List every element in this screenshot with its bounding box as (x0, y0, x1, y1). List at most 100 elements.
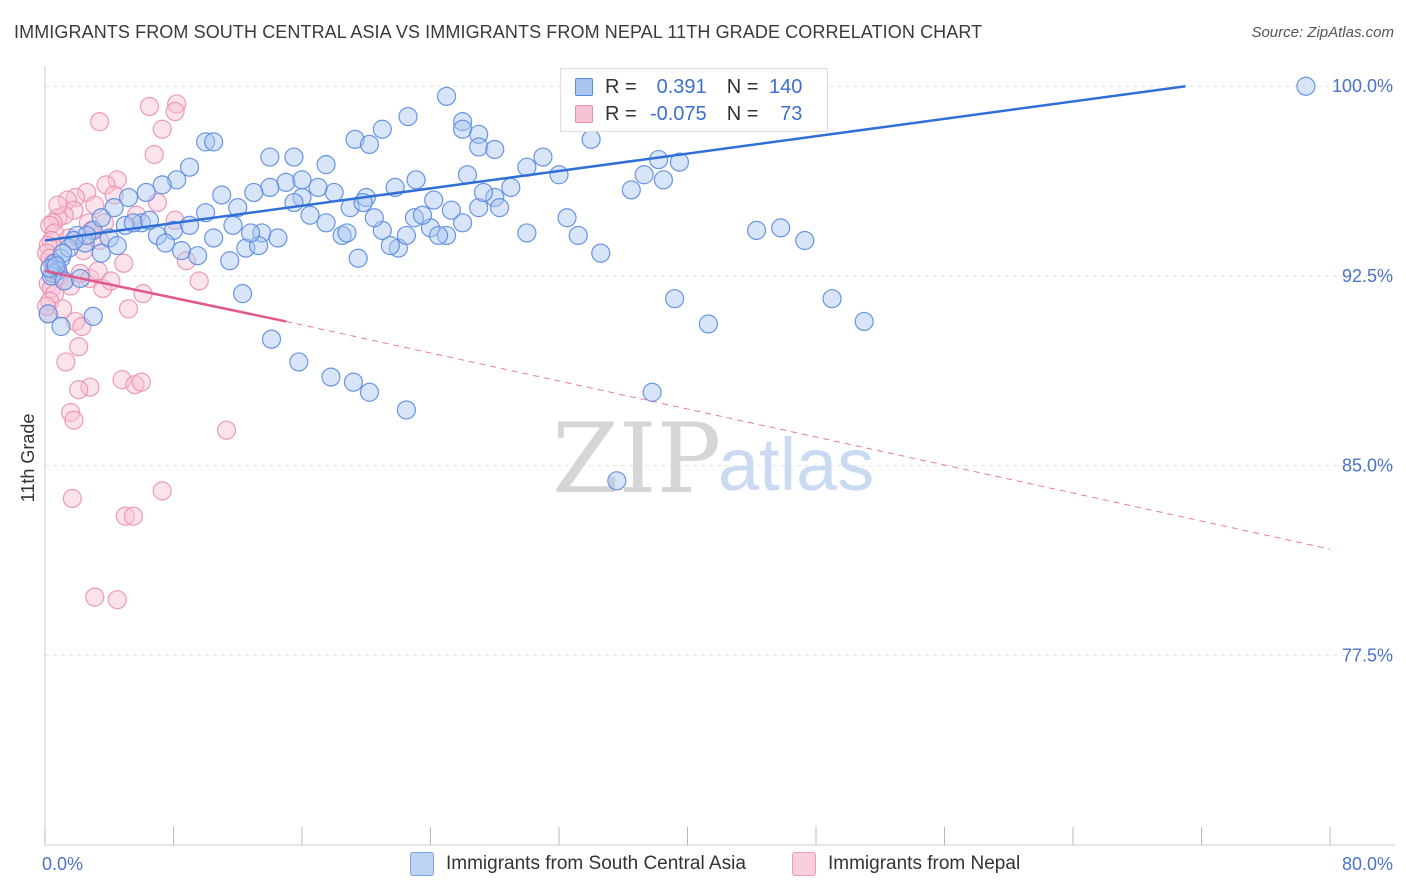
data-point-south-central-asia (359, 134, 380, 155)
data-point-south-central-asia (489, 198, 510, 218)
axes (44, 66, 1395, 846)
y-tick-label: 77.5% (1342, 645, 1393, 665)
data-point-south-central-asia (380, 235, 400, 256)
data-point-south-central-asia (152, 175, 172, 195)
data-point-south-central-asia (220, 251, 240, 271)
data-point-south-central-asia (568, 225, 588, 246)
legend-n-value: 73 (780, 102, 803, 125)
legend-row-nepal: R = -0.075 N = 73 (575, 102, 802, 126)
data-point-south-central-asia (51, 316, 71, 337)
data-point-nepal (69, 337, 89, 357)
data-point-south-central-asia (698, 314, 718, 334)
data-point-nepal (176, 251, 196, 271)
data-point-south-central-asia (289, 352, 309, 372)
y-tick-label: 85.0% (1342, 456, 1393, 476)
data-point-south-central-asia (91, 243, 111, 263)
legend-series: Immigrants from South Central Asia Immig… (0, 848, 1406, 880)
source-label: Source: ZipAtlas.com (1251, 24, 1394, 41)
data-point-nepal (131, 372, 151, 392)
data-point-nepal (123, 506, 143, 526)
data-point-south-central-asia (324, 182, 344, 203)
legend-swatch-pink (575, 105, 593, 123)
data-point-south-central-asia (83, 306, 103, 326)
data-point-south-central-asia (241, 223, 261, 243)
data-point-south-central-asia (343, 372, 363, 392)
x-tick-label: 0.0% (42, 854, 83, 874)
data-point-south-central-asia (244, 182, 264, 203)
data-point-nepal (216, 420, 237, 440)
chart-title: IMMIGRANTS FROM SOUTH CENTRAL ASIA VS IM… (14, 22, 983, 42)
data-point-nepal (37, 243, 57, 263)
data-point-south-central-asia (607, 471, 627, 491)
data-point-south-central-asia (104, 198, 124, 218)
data-point-south-central-asia (396, 225, 417, 246)
data-point-south-central-asia (771, 218, 791, 238)
data-point-south-central-asia (795, 230, 815, 251)
data-point-nepal (64, 410, 84, 430)
data-point-south-central-asia (276, 172, 296, 192)
data-point-nepal (65, 311, 86, 332)
data-point-south-central-asia (364, 208, 384, 228)
data-point-south-central-asia (292, 170, 312, 190)
legend-n-value: 140 (769, 75, 803, 98)
data-point-south-central-asia (854, 311, 874, 332)
data-point-south-central-asia (316, 155, 336, 175)
data-point-nepal (107, 590, 127, 610)
watermark-zip: ZIP (552, 403, 721, 515)
data-point-south-central-asia (91, 208, 111, 228)
data-point-south-central-asia (359, 382, 380, 402)
data-point-south-central-asia (822, 289, 842, 309)
data-point-nepal (167, 94, 187, 114)
data-point-nepal (118, 299, 139, 319)
data-point-nepal (85, 587, 105, 607)
data-point-south-central-asia (746, 220, 767, 240)
data-point-nepal (189, 271, 209, 291)
data-point-south-central-asia (167, 170, 187, 190)
data-point-south-central-asia (196, 132, 216, 152)
data-point-south-central-asia (424, 190, 444, 210)
legend-r-value: 0.391 (656, 75, 707, 98)
data-point-south-central-asia (621, 180, 641, 200)
data-point-nepal (107, 170, 127, 190)
legend-label-nepal: Immigrants from Nepal (828, 853, 1021, 874)
data-point-nepal (114, 253, 134, 273)
data-point-south-central-asia (1296, 76, 1316, 96)
data-point-south-central-asia (428, 225, 449, 246)
data-point-south-central-asia (268, 228, 288, 248)
data-point-south-central-asia (469, 198, 489, 218)
legend-n-label: N = (726, 75, 759, 98)
data-point-nepal (69, 380, 89, 400)
data-point-south-central-asia (549, 165, 569, 185)
legend-r-value: -0.075 (649, 102, 707, 125)
trend-line-south-central-asia (44, 84, 1186, 242)
data-point-south-central-asia (46, 256, 66, 276)
watermark-atlas: atlas (718, 423, 874, 506)
data-point-south-central-asia (308, 177, 328, 198)
data-point-nepal (57, 190, 78, 210)
data-point-nepal (96, 175, 116, 195)
data-point-nepal (144, 144, 164, 165)
legend-r-label: R = (605, 75, 637, 98)
data-point-south-central-asia (436, 86, 457, 106)
data-point-south-central-asia (485, 187, 505, 208)
legend-item-nepal: Immigrants from Nepal (792, 852, 1020, 876)
data-point-nepal (80, 377, 100, 397)
data-point-south-central-asia (501, 177, 521, 198)
data-point-south-central-asia (665, 289, 685, 309)
y-axis-label: 11th Grade (18, 414, 38, 503)
data-point-south-central-asia (642, 382, 662, 402)
data-point-south-central-asia (634, 165, 654, 185)
data-point-nepal (62, 488, 82, 509)
data-point-south-central-asia (412, 205, 433, 225)
legend-row-south-central-asia: R = 0.391 N = 140 (575, 75, 802, 99)
data-point-south-central-asia (284, 147, 304, 167)
data-point-south-central-asia (187, 246, 208, 266)
data-point-south-central-asia (204, 228, 224, 248)
data-point-south-central-asia (204, 132, 224, 152)
series-nepal-points (37, 94, 237, 610)
x-tick-label: 80.0% (1342, 854, 1393, 874)
legend-swatch-blue (410, 852, 434, 876)
gridlines (45, 85, 1395, 656)
data-point-south-central-asia (453, 119, 473, 139)
data-point-south-central-asia (212, 185, 232, 205)
